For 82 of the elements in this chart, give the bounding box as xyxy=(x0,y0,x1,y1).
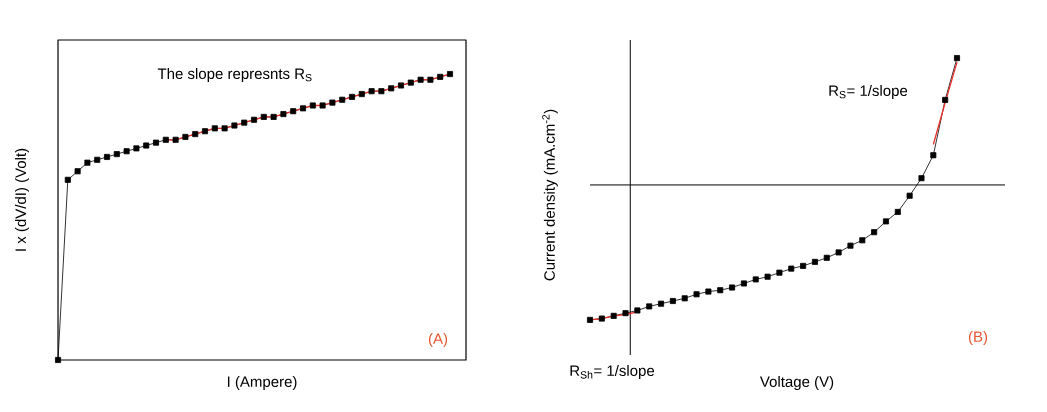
point xyxy=(162,136,169,143)
x-axis-title: Voltage (V) xyxy=(759,376,834,390)
point xyxy=(349,93,356,100)
point xyxy=(339,96,346,103)
text: R$_{Sh}$= 1/slope xyxy=(570,365,655,379)
annotation: R$_{S}$= 1/slope xyxy=(829,85,908,99)
point xyxy=(740,280,747,287)
point xyxy=(622,310,629,317)
point xyxy=(221,125,228,132)
point xyxy=(634,307,641,314)
point xyxy=(84,159,91,166)
point xyxy=(859,237,866,244)
point xyxy=(800,262,807,269)
point xyxy=(646,303,653,310)
point xyxy=(847,242,854,249)
point xyxy=(270,113,277,120)
point xyxy=(894,208,901,215)
point xyxy=(231,122,238,129)
point xyxy=(123,148,130,155)
point xyxy=(752,276,759,283)
point xyxy=(681,295,688,302)
point xyxy=(309,102,316,109)
point xyxy=(811,258,818,265)
annotation: The slope represnts R$_{S}$ xyxy=(157,68,312,82)
point xyxy=(437,73,444,80)
point xyxy=(280,111,287,118)
x-axis-title: I (Ampere) xyxy=(227,376,297,390)
point xyxy=(871,229,878,236)
point xyxy=(172,136,179,143)
text: (B) xyxy=(968,331,988,345)
point xyxy=(942,96,949,103)
y-axis-title: Current density (mA.cm$^{-2}$) xyxy=(542,109,558,281)
point xyxy=(300,105,307,112)
point xyxy=(202,128,209,135)
point xyxy=(835,249,842,256)
point xyxy=(953,55,960,62)
point xyxy=(153,139,160,146)
point xyxy=(918,175,925,182)
point xyxy=(669,298,676,305)
point xyxy=(906,192,913,199)
point xyxy=(417,76,424,83)
point xyxy=(143,142,150,149)
point xyxy=(192,131,199,138)
point xyxy=(182,133,189,140)
point xyxy=(598,315,605,322)
point xyxy=(693,291,700,298)
point xyxy=(930,152,937,159)
point xyxy=(260,113,267,120)
point xyxy=(788,265,795,272)
point xyxy=(427,76,434,83)
annotation: (A) xyxy=(428,333,448,347)
point xyxy=(113,151,120,158)
point xyxy=(104,153,111,160)
point xyxy=(211,125,218,132)
point xyxy=(290,108,297,115)
point xyxy=(407,79,414,86)
point xyxy=(251,116,258,123)
point xyxy=(658,300,665,307)
y-axis-title: I x (dV/dI) (Volt) xyxy=(15,148,29,251)
point xyxy=(587,316,594,323)
point xyxy=(329,99,336,106)
point xyxy=(368,88,375,95)
point xyxy=(94,156,101,163)
point xyxy=(729,284,736,291)
point xyxy=(358,91,365,98)
point xyxy=(882,218,889,225)
point xyxy=(378,88,385,95)
point xyxy=(823,254,830,261)
point xyxy=(705,288,712,295)
point xyxy=(398,82,405,89)
point xyxy=(610,312,617,319)
point xyxy=(776,269,783,276)
point xyxy=(74,168,81,175)
point xyxy=(64,176,71,183)
point xyxy=(55,356,62,363)
point xyxy=(447,71,454,78)
point xyxy=(388,85,395,92)
point xyxy=(764,273,771,280)
point xyxy=(319,102,326,109)
point xyxy=(717,287,724,294)
point xyxy=(133,145,140,152)
point xyxy=(241,119,248,126)
